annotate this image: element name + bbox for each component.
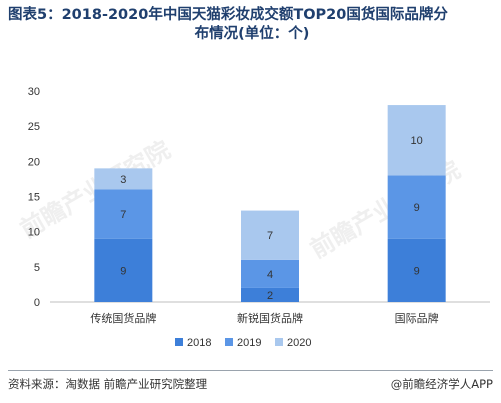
y-tick-label: 5	[34, 262, 40, 274]
legend-swatch	[225, 338, 233, 346]
legend-label: 2018	[187, 337, 211, 349]
x-tick-label: 国际品牌	[395, 311, 439, 325]
x-tick-label: 传统国货品牌	[90, 311, 156, 325]
data-label: 7	[267, 230, 273, 242]
data-label: 4	[267, 269, 273, 281]
bar-segment	[241, 259, 299, 288]
bar-segment	[94, 238, 153, 302]
data-label: 9	[414, 265, 420, 277]
footer-divider	[8, 370, 493, 371]
bar-segment	[94, 168, 153, 190]
y-tick-label: 10	[28, 227, 40, 239]
data-label: 7	[120, 209, 126, 221]
bar-segment	[387, 238, 446, 302]
y-tick-label: 25	[28, 121, 40, 133]
bar-segment	[387, 175, 446, 239]
y-tick-label: 0	[34, 297, 40, 309]
data-label: 9	[414, 202, 420, 214]
source-note: 资料来源：淘数据 前瞻产业研究院整理	[8, 377, 208, 391]
data-label: 2	[267, 290, 273, 302]
bar-segment	[94, 189, 153, 239]
bar-segment	[387, 105, 446, 176]
legend-label: 2020	[287, 337, 311, 349]
data-label: 9	[120, 265, 126, 277]
legend-label: 2019	[237, 337, 261, 349]
y-tick-label: 20	[28, 156, 40, 168]
legend-swatch	[275, 338, 283, 346]
y-tick-label: 15	[28, 192, 40, 204]
x-tick-label: 新锐国货品牌	[237, 311, 303, 325]
chart-title: 图表5：2018-2020年中国天猫彩妆成交额TOP20国货国际品牌分 布情况(…	[8, 6, 496, 44]
legend-swatch	[175, 338, 183, 346]
chart-title-line2: 布情况(单位：个)	[194, 26, 310, 42]
y-tick-label: 30	[28, 86, 40, 98]
data-label: 3	[120, 174, 126, 186]
bar-segment	[241, 210, 299, 260]
chart-title-line1: 图表5：2018-2020年中国天猫彩妆成交额TOP20国货国际品牌分	[8, 7, 448, 23]
bar-segment	[241, 287, 299, 302]
brand-credit: @前瞻经济学人APP	[390, 377, 493, 391]
data-label: 10	[411, 135, 423, 147]
